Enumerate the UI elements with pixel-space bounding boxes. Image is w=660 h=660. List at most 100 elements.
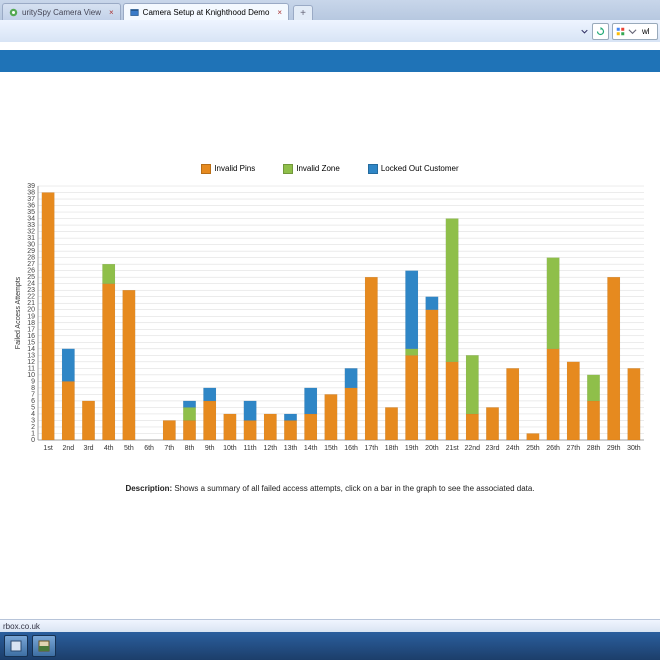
status-text: rbox.co.uk <box>3 622 40 631</box>
svg-text:27: 27 <box>27 261 35 268</box>
reload-box[interactable] <box>592 23 609 40</box>
svg-text:1st: 1st <box>43 445 52 452</box>
svg-text:18: 18 <box>27 320 35 327</box>
tab-label: uritySpy Camera View <box>22 8 101 17</box>
svg-text:12th: 12th <box>263 445 277 452</box>
svg-text:31: 31 <box>27 235 35 242</box>
svg-text:35: 35 <box>27 209 35 216</box>
svg-text:5th: 5th <box>124 445 134 452</box>
svg-text:39: 39 <box>27 183 35 190</box>
tab-securityspy[interactable]: uritySpy Camera View × <box>2 3 121 20</box>
svg-text:8th: 8th <box>185 445 195 452</box>
svg-text:20th: 20th <box>425 445 439 452</box>
svg-text:10: 10 <box>27 372 35 379</box>
svg-text:16th: 16th <box>344 445 358 452</box>
svg-text:28th: 28th <box>587 445 601 452</box>
svg-text:6: 6 <box>31 398 35 405</box>
svg-text:38: 38 <box>27 190 35 197</box>
legend-item-invalid-pins[interactable]: Invalid Pins <box>201 164 255 174</box>
app-icon <box>10 640 22 652</box>
svg-text:5: 5 <box>31 404 35 411</box>
svg-text:22: 22 <box>27 294 35 301</box>
svg-text:9th: 9th <box>205 445 215 452</box>
svg-text:3rd: 3rd <box>83 445 93 452</box>
new-tab-button[interactable]: + <box>293 5 313 20</box>
svg-text:30th: 30th <box>627 445 641 452</box>
browser-statusbar: rbox.co.uk <box>0 619 660 632</box>
svg-text:Failed Access Attempts: Failed Access Attempts <box>15 276 22 349</box>
header-band <box>0 50 660 72</box>
svg-text:13: 13 <box>27 352 35 359</box>
window-icon <box>130 8 139 17</box>
refresh-icon <box>596 27 605 36</box>
svg-text:2: 2 <box>31 424 35 431</box>
svg-text:23rd: 23rd <box>485 445 499 452</box>
svg-text:8: 8 <box>31 385 35 392</box>
browser-tabstrip: uritySpy Camera View × Camera Setup at K… <box>0 0 660 21</box>
svg-text:24th: 24th <box>506 445 520 452</box>
failed-access-chart[interactable]: 0123456789101112131415161718192021222324… <box>12 182 648 458</box>
svg-text:15: 15 <box>27 339 35 346</box>
svg-text:11: 11 <box>28 365 35 372</box>
taskbar-app-1[interactable] <box>4 635 28 657</box>
svg-text:3: 3 <box>31 417 35 424</box>
svg-text:36: 36 <box>27 203 35 210</box>
tab-camera-setup[interactable]: Camera Setup at Knighthood Demo × <box>123 3 289 20</box>
svg-text:17th: 17th <box>364 445 378 452</box>
legend-item-invalid-zone[interactable]: Invalid Zone <box>283 164 340 174</box>
search-input[interactable] <box>640 26 654 37</box>
taskbar-app-2[interactable] <box>32 635 56 657</box>
chevron-down-icon <box>628 27 637 36</box>
svg-text:1: 1 <box>31 430 35 437</box>
svg-text:25: 25 <box>27 274 35 281</box>
page-content: Invalid Pins Invalid Zone Locked Out Cus… <box>0 42 660 632</box>
svg-text:13th: 13th <box>284 445 298 452</box>
svg-text:12: 12 <box>27 359 35 366</box>
os-taskbar <box>0 632 660 660</box>
svg-text:37: 37 <box>27 196 35 203</box>
svg-text:18th: 18th <box>385 445 399 452</box>
svg-text:21: 21 <box>27 300 35 307</box>
svg-text:7: 7 <box>31 391 35 398</box>
browser-toolbar <box>0 20 660 43</box>
svg-text:4th: 4th <box>104 445 114 452</box>
close-icon[interactable]: × <box>109 8 114 17</box>
svg-text:30: 30 <box>27 242 35 249</box>
legend-item-locked-out[interactable]: Locked Out Customer <box>368 164 459 174</box>
svg-text:25th: 25th <box>526 445 540 452</box>
svg-text:15th: 15th <box>324 445 338 452</box>
svg-text:22nd: 22nd <box>465 445 481 452</box>
svg-text:28: 28 <box>27 255 35 262</box>
svg-text:29th: 29th <box>607 445 621 452</box>
google-icon <box>616 27 625 36</box>
svg-text:24: 24 <box>27 281 35 288</box>
svg-text:16: 16 <box>27 333 35 340</box>
close-icon[interactable]: × <box>277 8 282 17</box>
svg-text:20: 20 <box>27 307 35 314</box>
svg-text:6th: 6th <box>144 445 154 452</box>
tab-label: Camera Setup at Knighthood Demo <box>143 8 270 17</box>
svg-text:19: 19 <box>27 313 35 320</box>
svg-text:11th: 11th <box>244 445 257 452</box>
search-box[interactable] <box>612 23 658 40</box>
chart-legend: Invalid Pins Invalid Zone Locked Out Cus… <box>0 164 660 174</box>
svg-text:17: 17 <box>27 326 35 333</box>
svg-text:21st: 21st <box>445 445 458 452</box>
svg-text:27th: 27th <box>566 445 580 452</box>
svg-text:0: 0 <box>31 437 35 444</box>
svg-text:10th: 10th <box>223 445 237 452</box>
svg-text:26th: 26th <box>546 445 560 452</box>
chart-description: Description: Shows a summary of all fail… <box>0 484 660 493</box>
svg-text:23: 23 <box>27 287 35 294</box>
svg-text:2nd: 2nd <box>62 445 74 452</box>
svg-text:34: 34 <box>27 216 35 223</box>
svg-text:4: 4 <box>31 411 35 418</box>
svg-text:9: 9 <box>31 378 35 385</box>
svg-text:33: 33 <box>27 222 35 229</box>
app-icon <box>38 640 50 652</box>
svg-text:14: 14 <box>27 346 35 353</box>
svg-text:14th: 14th <box>304 445 318 452</box>
chevron-down-icon[interactable] <box>579 24 589 39</box>
svg-text:32: 32 <box>27 229 35 236</box>
svg-text:29: 29 <box>27 248 35 255</box>
